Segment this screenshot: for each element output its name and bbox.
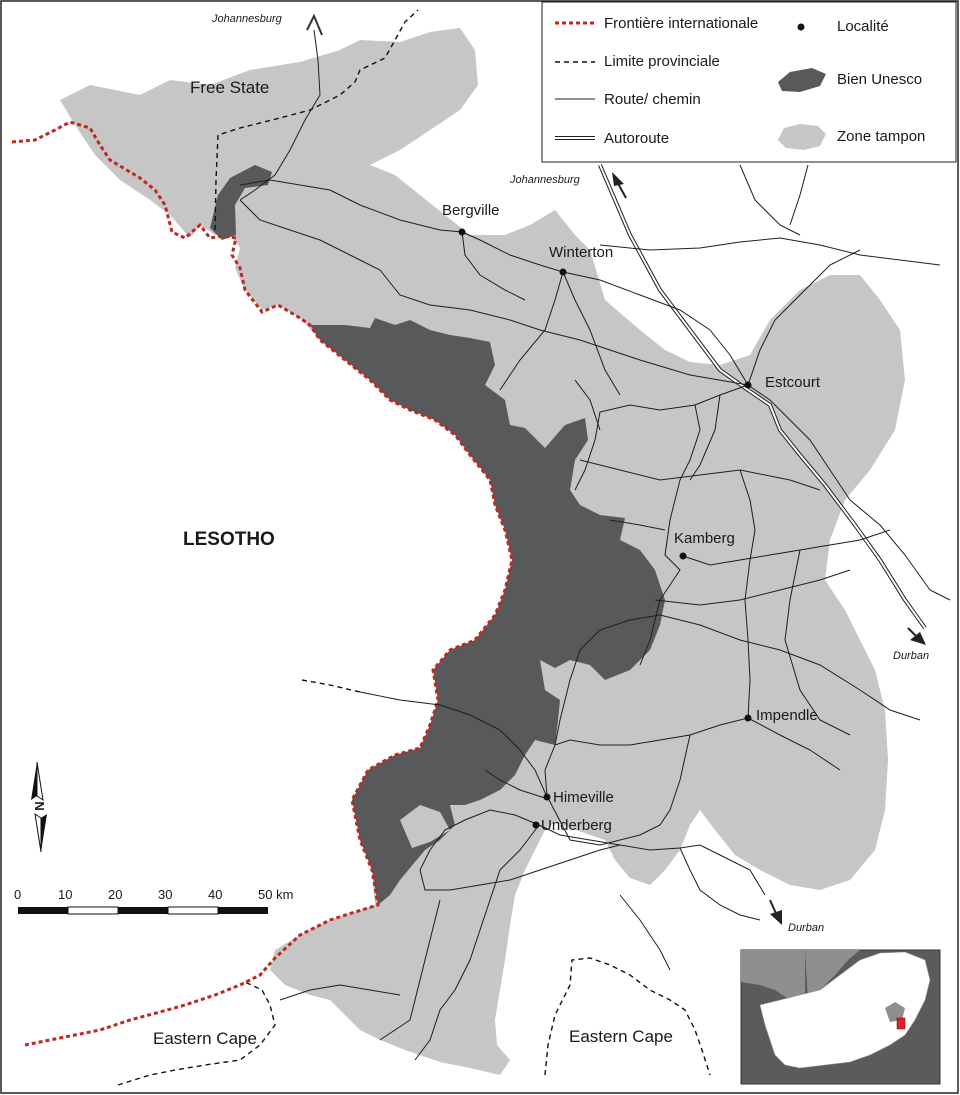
international-border [11, 120, 514, 1047]
scale-tick-10: 10 [58, 887, 72, 902]
legend-buffer-label: Zone tampon [837, 128, 925, 145]
north-arrow: N [31, 761, 47, 853]
legend-intl-border-label: Frontière internationale [604, 15, 758, 32]
marker-underberg [532, 821, 540, 829]
scale-tick-0: 0 [14, 887, 21, 902]
legend-road-label: Route/ chemin [604, 91, 701, 108]
direction-arrows [306, 13, 926, 925]
label-estcourt: Estcourt [765, 374, 821, 391]
inset-highlight [896, 1017, 906, 1030]
locality-markers [458, 228, 752, 829]
inset-map [740, 949, 941, 1085]
highway [598, 164, 927, 630]
scale-tick-50: 50 km [258, 887, 293, 902]
north-letter: N [32, 801, 47, 810]
road-network [239, 29, 951, 1061]
legend-prov-limit-label: Limite provinciale [604, 53, 720, 70]
provincial-limits [117, 9, 711, 1086]
legend: Frontière internationale Limite provinci… [541, 1, 957, 163]
label-lesotho: LESOTHO [183, 529, 275, 550]
label-eastern-cape-left: Eastern Cape [153, 1029, 257, 1048]
label-free-state: Free State [190, 78, 269, 97]
marker-estcourt [744, 381, 752, 389]
scale-bar: 0 10 20 30 40 50 km [14, 887, 293, 915]
scale-tick-20: 20 [108, 887, 122, 902]
marker-himeville [543, 793, 551, 801]
label-johannesburg-top: Johannesburg [211, 13, 283, 25]
scale-tick-40: 40 [208, 887, 222, 902]
marker-winterton [559, 268, 567, 276]
north-arrow-icon [31, 762, 37, 800]
marker-impendle [744, 714, 752, 722]
marker-kamberg [679, 552, 687, 560]
label-durban-bottom: Durban [788, 922, 824, 934]
label-impendle: Impendle [756, 707, 818, 724]
label-kamberg: Kamberg [674, 530, 735, 547]
marker-bergville [458, 228, 466, 236]
legend-unesco-symbol [778, 68, 826, 92]
label-winterton: Winterton [549, 244, 613, 261]
label-bergville: Bergville [442, 202, 500, 219]
buffer-zone [60, 28, 905, 1075]
scale-tick-30: 30 [158, 887, 172, 902]
label-durban-right: Durban [893, 650, 929, 662]
label-eastern-cape-right: Eastern Cape [569, 1027, 673, 1046]
label-underberg: Underberg [541, 817, 612, 834]
unesco-property [210, 165, 665, 905]
legend-unesco-label: Bien Unesco [837, 71, 922, 88]
legend-locality-symbol [797, 23, 805, 31]
legend-buffer-symbol [778, 124, 826, 150]
legend-locality-label: Localité [837, 18, 889, 35]
label-himeville: Himeville [553, 789, 614, 806]
legend-highway-label: Autoroute [604, 130, 669, 147]
label-johannesburg-mid: Johannesburg [509, 174, 581, 186]
